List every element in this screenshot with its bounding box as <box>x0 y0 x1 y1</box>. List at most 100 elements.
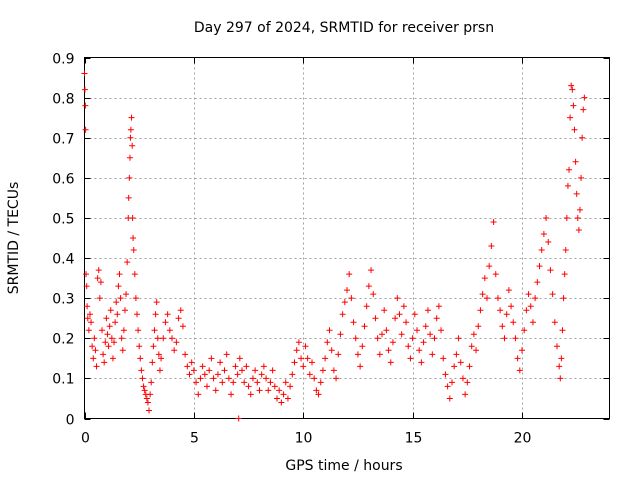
marks-layer <box>81 70 588 422</box>
data-point <box>572 158 579 165</box>
data-point <box>409 335 416 342</box>
data-point <box>152 311 159 318</box>
x-tick-label: 0 <box>81 431 90 447</box>
data-point <box>282 379 289 386</box>
data-point <box>256 387 263 394</box>
data-point <box>128 114 135 121</box>
data-point <box>93 363 100 370</box>
data-point <box>405 343 412 350</box>
data-point <box>554 343 560 350</box>
data-point <box>387 359 394 366</box>
y-tick-label: 0.9 <box>52 52 74 68</box>
data-point <box>488 243 495 250</box>
data-point <box>106 323 113 330</box>
data-point <box>201 371 208 378</box>
data-point <box>96 295 103 302</box>
data-point <box>146 407 153 414</box>
data-point <box>82 102 89 109</box>
data-point <box>94 275 101 282</box>
data-point <box>212 387 219 394</box>
data-point <box>117 295 124 302</box>
data-point <box>398 331 405 338</box>
data-point <box>269 367 276 374</box>
data-point <box>477 307 484 314</box>
data-point <box>578 174 585 181</box>
data-point <box>569 86 576 93</box>
data-point <box>497 307 504 314</box>
data-point <box>503 311 510 318</box>
data-point <box>102 339 109 346</box>
y-tick-label: 0.4 <box>52 252 74 268</box>
data-point <box>115 283 122 290</box>
data-point <box>438 327 445 334</box>
data-point <box>124 259 131 266</box>
data-point <box>123 291 130 298</box>
data-point <box>118 335 125 342</box>
data-point <box>160 335 167 342</box>
data-point <box>559 327 566 334</box>
data-point <box>433 315 440 322</box>
data-point <box>144 399 151 406</box>
data-point <box>84 315 91 322</box>
data-point <box>311 375 318 382</box>
data-point <box>151 327 158 334</box>
data-point <box>188 359 195 366</box>
data-point <box>92 347 99 354</box>
data-point <box>556 363 563 370</box>
data-point <box>284 395 291 402</box>
data-point <box>219 379 226 386</box>
chart-title: Day 297 of 2024, SRMTID for receiver prs… <box>194 20 494 36</box>
data-point <box>302 343 309 350</box>
grid-layer <box>84 57 610 419</box>
data-point <box>230 379 237 386</box>
data-point <box>252 367 259 374</box>
data-point <box>529 319 536 326</box>
data-point <box>107 307 114 314</box>
data-point <box>239 367 245 374</box>
data-point <box>350 319 357 326</box>
data-point <box>300 363 307 370</box>
data-point <box>337 331 344 338</box>
data-point <box>440 355 447 362</box>
data-point <box>407 355 414 362</box>
data-point <box>557 375 564 382</box>
data-point <box>81 86 88 93</box>
data-point <box>339 311 346 318</box>
data-point <box>376 351 383 358</box>
data-point <box>84 303 91 310</box>
data-point <box>195 391 202 398</box>
data-point <box>129 214 136 221</box>
data-point <box>206 367 213 374</box>
data-point <box>150 343 157 350</box>
x-tick-label: 10 <box>295 431 313 447</box>
data-point <box>228 391 235 398</box>
data-point <box>90 355 97 362</box>
data-point <box>243 363 250 370</box>
data-point <box>208 355 215 362</box>
data-point <box>177 307 184 314</box>
data-point <box>328 347 335 354</box>
data-point <box>579 134 586 141</box>
data-point <box>359 343 366 350</box>
data-point <box>210 375 217 382</box>
data-point <box>558 355 565 362</box>
data-point <box>379 331 385 338</box>
data-point <box>274 395 280 402</box>
data-point <box>265 387 272 394</box>
data-point <box>126 174 133 181</box>
data-point <box>234 371 241 378</box>
data-point <box>105 343 112 350</box>
data-point <box>221 367 228 374</box>
y-tick-label: 0.3 <box>52 292 74 308</box>
data-point <box>538 247 545 254</box>
data-point <box>134 311 140 318</box>
data-point <box>137 355 144 362</box>
data-point <box>99 327 105 334</box>
data-point <box>127 126 134 133</box>
data-point <box>416 347 423 354</box>
y-tick-label: 0.2 <box>52 332 74 348</box>
data-point <box>235 415 242 422</box>
data-point <box>155 351 162 358</box>
data-point <box>182 351 189 358</box>
data-point <box>186 371 193 378</box>
